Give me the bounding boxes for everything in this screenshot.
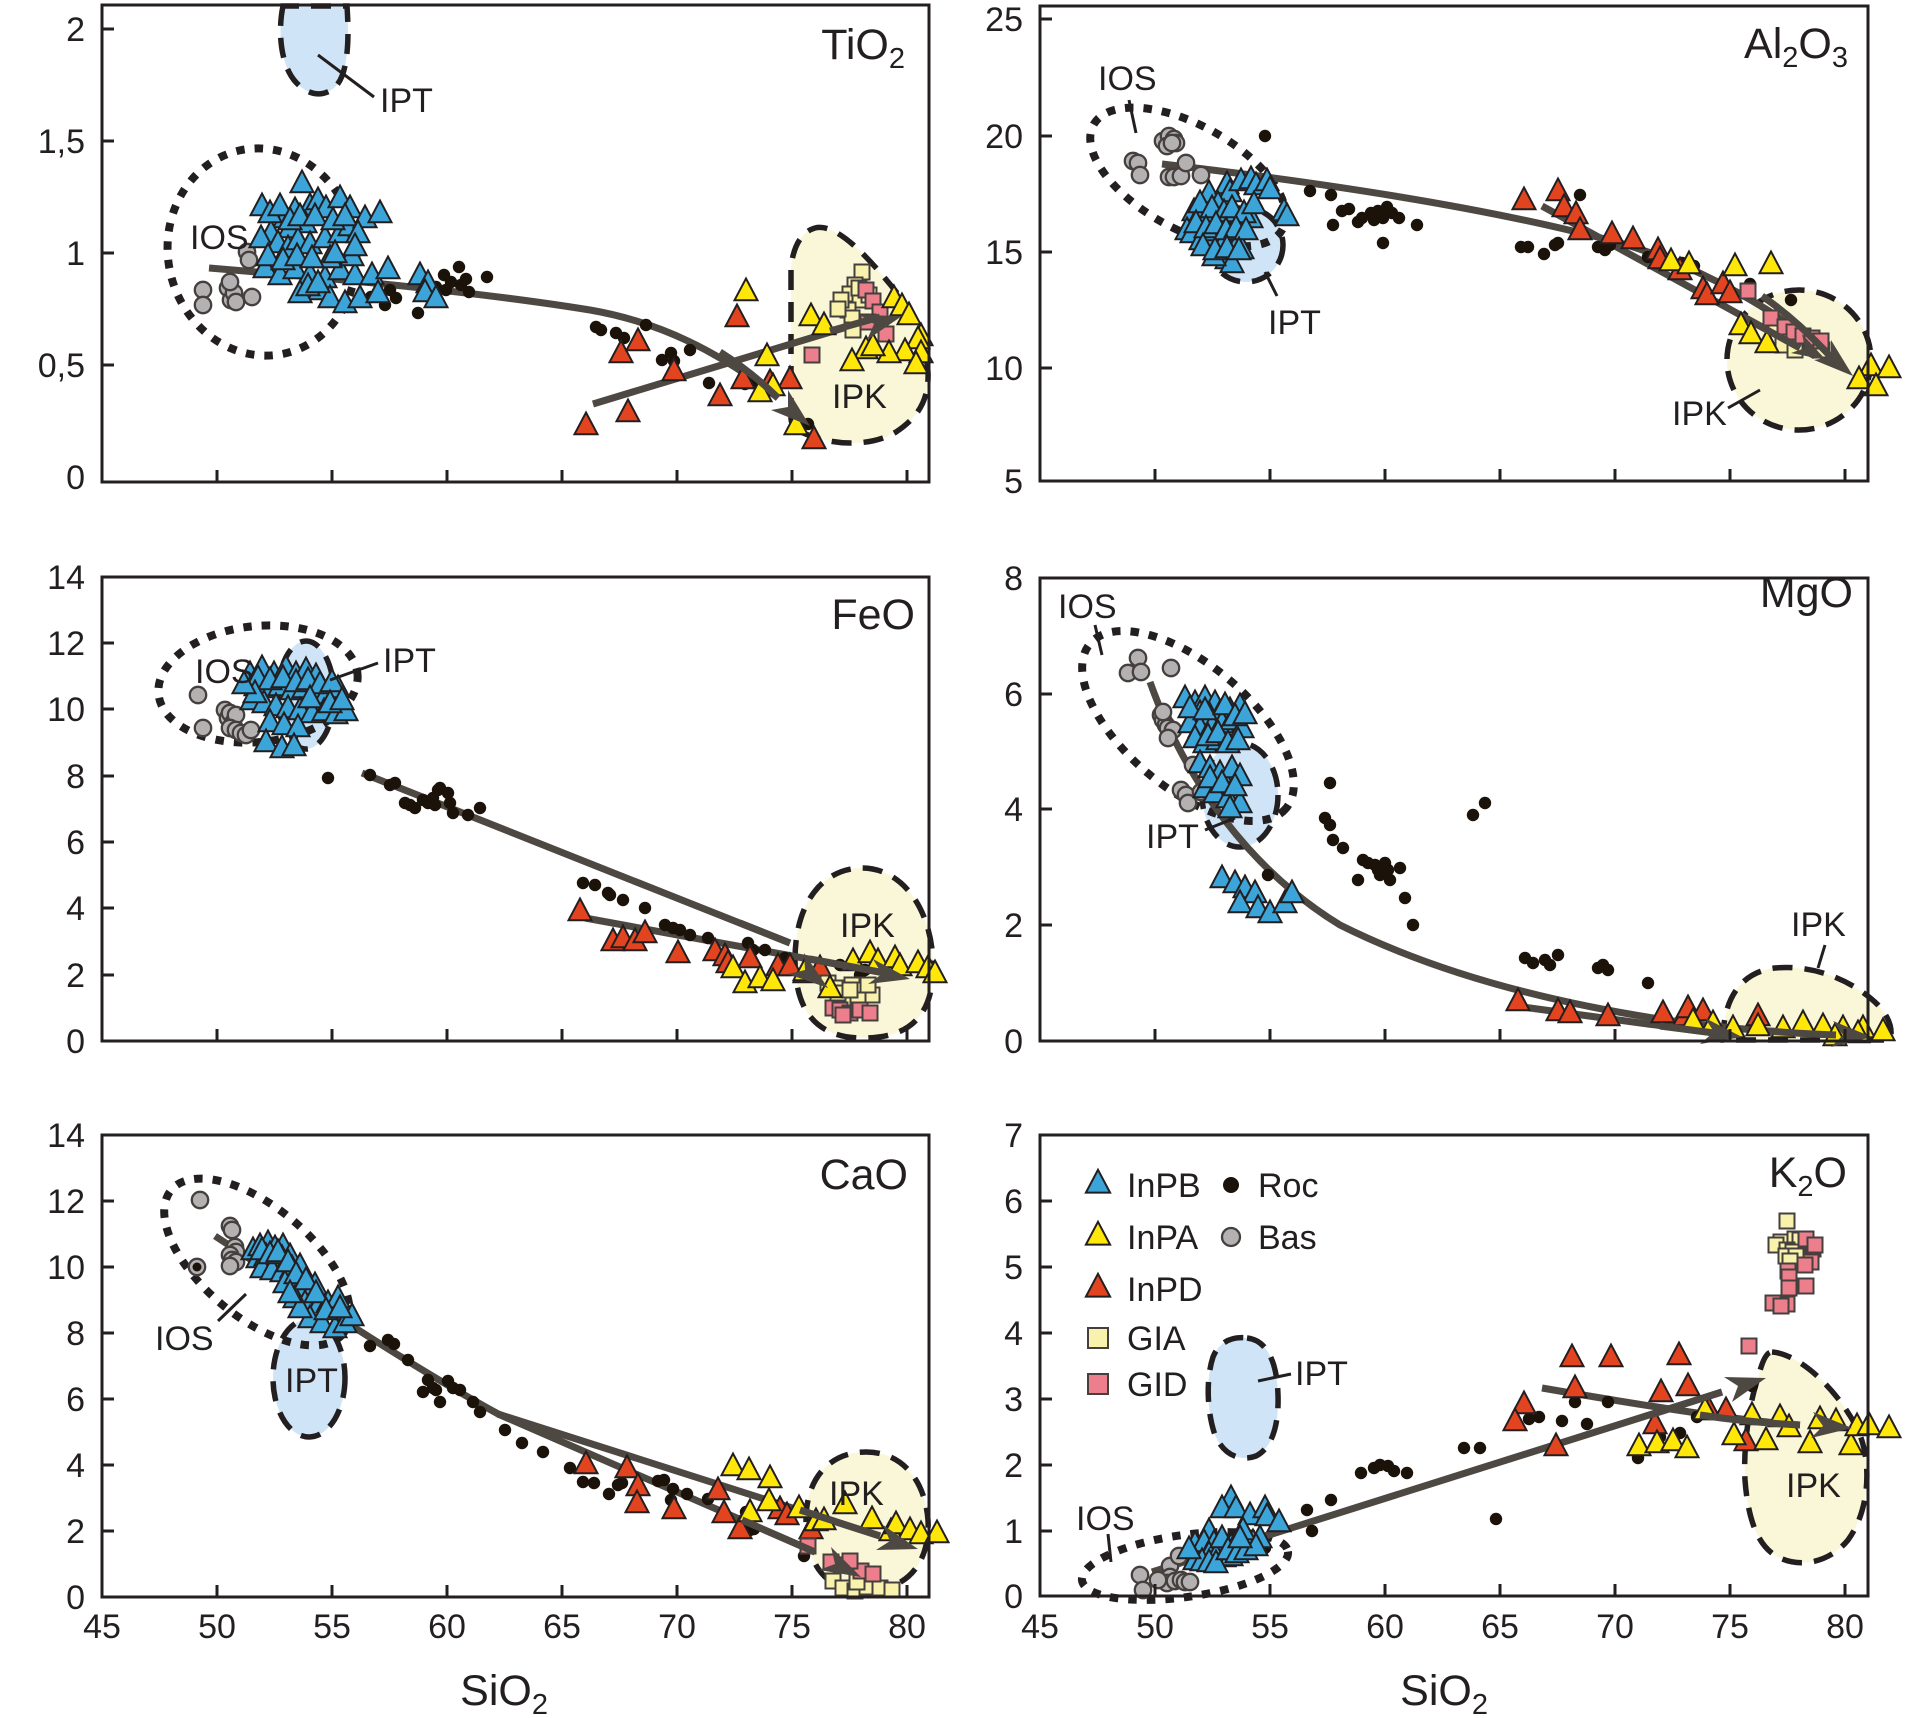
- svg-text:70: 70: [1596, 1608, 1634, 1646]
- svg-text:IPK: IPK: [1672, 395, 1727, 433]
- svg-text:2: 2: [66, 1513, 85, 1551]
- svg-text:1,5: 1,5: [38, 123, 85, 161]
- svg-text:2: 2: [1004, 1447, 1023, 1485]
- svg-text:IOS: IOS: [1098, 60, 1157, 98]
- svg-text:InPA: InPA: [1127, 1219, 1199, 1257]
- svg-text:IOS: IOS: [1076, 1500, 1135, 1538]
- svg-text:IPT: IPT: [1295, 1355, 1348, 1393]
- svg-text:IPK: IPK: [832, 378, 887, 416]
- svg-text:8: 8: [66, 1315, 85, 1353]
- svg-text:45: 45: [1021, 1608, 1059, 1646]
- svg-text:CaO: CaO: [820, 1151, 908, 1199]
- svg-text:4: 4: [1004, 1315, 1023, 1353]
- svg-text:1: 1: [66, 235, 85, 273]
- svg-text:IOS: IOS: [195, 653, 254, 691]
- svg-text:0: 0: [66, 459, 85, 497]
- svg-text:GIA: GIA: [1127, 1320, 1186, 1358]
- svg-text:4: 4: [66, 890, 85, 928]
- svg-text:25: 25: [985, 1, 1023, 39]
- svg-text:7: 7: [1004, 1117, 1023, 1155]
- svg-text:IPT: IPT: [383, 642, 436, 680]
- svg-text:6: 6: [1004, 1183, 1023, 1221]
- svg-text:2: 2: [66, 11, 85, 49]
- svg-text:GID: GID: [1127, 1366, 1187, 1404]
- svg-text:IPK: IPK: [840, 907, 895, 945]
- svg-text:8: 8: [66, 758, 85, 796]
- svg-text:8: 8: [1004, 560, 1023, 598]
- svg-text:IPK: IPK: [1786, 1467, 1841, 1505]
- svg-text:70: 70: [658, 1608, 696, 1646]
- svg-text:InPD: InPD: [1127, 1271, 1203, 1309]
- svg-text:IPT: IPT: [1146, 818, 1199, 856]
- svg-text:10: 10: [985, 350, 1023, 388]
- svg-text:4: 4: [1004, 791, 1023, 829]
- svg-text:14: 14: [47, 559, 85, 597]
- svg-text:IOS: IOS: [190, 219, 249, 257]
- svg-text:Roc: Roc: [1258, 1167, 1318, 1205]
- svg-text:60: 60: [428, 1608, 466, 1646]
- svg-text:80: 80: [888, 1608, 926, 1646]
- svg-text:65: 65: [1481, 1608, 1519, 1646]
- svg-text:IPK: IPK: [829, 1475, 884, 1513]
- svg-text:0: 0: [1004, 1578, 1023, 1616]
- svg-text:5: 5: [1004, 463, 1023, 501]
- svg-text:15: 15: [985, 234, 1023, 272]
- svg-text:2: 2: [1004, 907, 1023, 945]
- svg-text:55: 55: [313, 1608, 351, 1646]
- svg-text:45: 45: [83, 1608, 121, 1646]
- svg-text:4: 4: [66, 1447, 85, 1485]
- svg-text:0: 0: [66, 1023, 85, 1061]
- svg-text:50: 50: [1136, 1608, 1174, 1646]
- svg-text:12: 12: [47, 625, 85, 663]
- svg-text:2: 2: [66, 957, 85, 995]
- svg-text:0: 0: [1004, 1023, 1023, 1061]
- svg-text:IOS: IOS: [155, 1320, 214, 1358]
- svg-text:20: 20: [985, 118, 1023, 156]
- svg-text:75: 75: [773, 1608, 811, 1646]
- svg-text:75: 75: [1711, 1608, 1749, 1646]
- svg-text:10: 10: [47, 1249, 85, 1287]
- svg-text:80: 80: [1826, 1608, 1864, 1646]
- svg-text:65: 65: [543, 1608, 581, 1646]
- svg-text:50: 50: [198, 1608, 236, 1646]
- svg-text:12: 12: [47, 1183, 85, 1221]
- svg-text:IPT: IPT: [285, 1362, 338, 1400]
- svg-text:MgO: MgO: [1760, 569, 1853, 617]
- svg-text:55: 55: [1251, 1608, 1289, 1646]
- svg-text:IOS: IOS: [1058, 588, 1117, 626]
- svg-text:6: 6: [66, 1381, 85, 1419]
- svg-text:3: 3: [1004, 1381, 1023, 1419]
- svg-text:0,5: 0,5: [38, 347, 85, 385]
- svg-text:0: 0: [66, 1579, 85, 1617]
- svg-text:Bas: Bas: [1258, 1219, 1317, 1257]
- svg-text:5: 5: [1004, 1249, 1023, 1287]
- svg-text:1: 1: [1004, 1513, 1023, 1551]
- svg-text:IPT: IPT: [1268, 304, 1321, 342]
- svg-text:10: 10: [47, 691, 85, 729]
- svg-text:FeO: FeO: [831, 591, 915, 639]
- svg-text:InPB: InPB: [1127, 1167, 1201, 1205]
- svg-text:6: 6: [1004, 676, 1023, 714]
- svg-text:IPT: IPT: [380, 82, 433, 120]
- svg-text:60: 60: [1366, 1608, 1404, 1646]
- svg-text:14: 14: [47, 1117, 85, 1155]
- svg-text:IPK: IPK: [1791, 906, 1846, 944]
- svg-text:6: 6: [66, 824, 85, 862]
